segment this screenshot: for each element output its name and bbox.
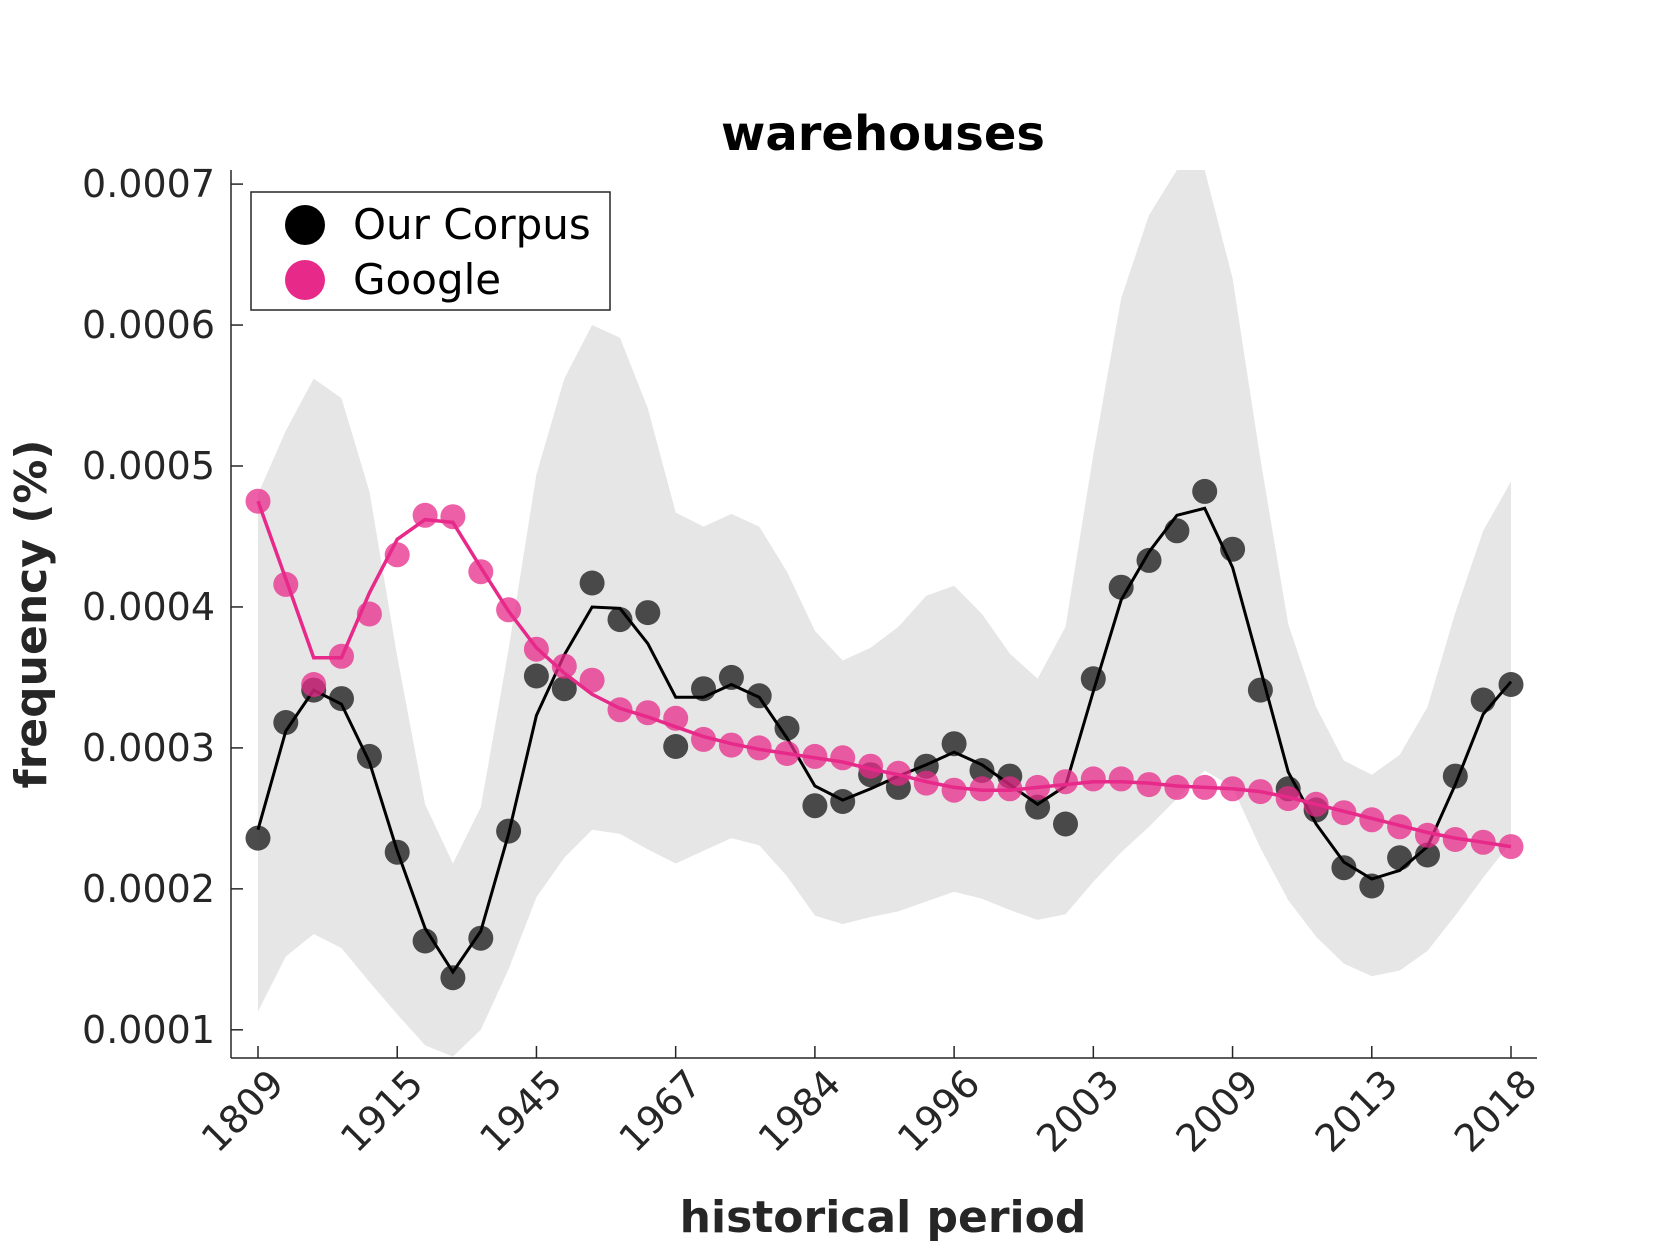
our-corpus-point-40 xyxy=(1359,873,1385,899)
confidence-band xyxy=(258,170,1511,1057)
our-corpus-point-3 xyxy=(329,686,354,712)
our-corpus-point-6 xyxy=(412,928,438,954)
plot-area xyxy=(245,170,1524,1057)
our-corpus-point-17 xyxy=(718,664,744,690)
x-tick-label: 2018 xyxy=(1446,1061,1546,1161)
x-tick-label: 1945 xyxy=(471,1061,571,1161)
x-tick-label: 2003 xyxy=(1028,1061,1128,1161)
our-corpus-point-12 xyxy=(579,570,605,596)
our-corpus-point-26 xyxy=(969,758,995,783)
x-tick-label: 2013 xyxy=(1307,1061,1407,1161)
our-corpus-point-29 xyxy=(1053,811,1078,837)
legend-marker-google xyxy=(285,260,325,300)
google-point-29 xyxy=(1053,769,1078,795)
our-corpus-point-7 xyxy=(440,965,466,991)
x-tick-label: 2009 xyxy=(1167,1061,1267,1161)
x-axis: 1809 1915 1945 1967 1984 1996 2003 2009 2013 2018 xyxy=(193,1046,1546,1161)
google-points xyxy=(245,488,1524,860)
google-point-22 xyxy=(858,753,884,779)
our-corpus-point-8 xyxy=(468,925,494,951)
our-corpus-point-41 xyxy=(1387,845,1413,871)
our-corpus-line xyxy=(256,506,1513,975)
our-corpus-point-42 xyxy=(1415,842,1440,868)
legend-marker-our-corpus xyxy=(285,205,325,245)
legend-label-our-corpus: Our Corpus xyxy=(353,200,591,249)
our-corpus-point-32 xyxy=(1136,547,1162,573)
x-tick-label: 1984 xyxy=(750,1061,850,1161)
our-corpus-point-39 xyxy=(1331,855,1357,881)
google-point-1 xyxy=(273,571,299,597)
chart-title: warehouses xyxy=(721,106,1045,162)
google-point-42 xyxy=(1415,822,1440,848)
x-tick-label: 1809 xyxy=(193,1061,293,1161)
x-tick-label: 1967 xyxy=(611,1061,711,1161)
our-corpus-point-34 xyxy=(1192,478,1218,504)
y-axis: 0.0001 0.0002 0.0003 0.0004 0.0005 0.0006 0.00… xyxy=(82,162,243,1058)
y-tick-label: 0.0007 xyxy=(82,162,215,206)
our-corpus-point-33 xyxy=(1164,518,1190,544)
our-corpus-point-44 xyxy=(1470,687,1496,713)
google-line xyxy=(256,500,1512,849)
y-axis-label: frequency (%) xyxy=(6,439,57,788)
google-point-31 xyxy=(1108,766,1134,792)
our-corpus-point-1 xyxy=(273,710,299,735)
y-tick-label: 0.0005 xyxy=(82,444,215,488)
y-tick-label: 0.0002 xyxy=(82,867,215,911)
y-tick-label: 0.0003 xyxy=(82,726,215,770)
our-corpus-point-13 xyxy=(607,607,633,633)
google-point-11 xyxy=(551,653,577,679)
google-point-2 xyxy=(301,672,327,697)
google-point-12 xyxy=(579,667,605,693)
google-point-25 xyxy=(941,777,967,803)
our-corpus-point-10 xyxy=(523,663,549,689)
google-point-21 xyxy=(830,745,856,771)
our-corpus-point-20 xyxy=(802,793,828,819)
our-corpus-point-0 xyxy=(245,825,271,851)
google-point-30 xyxy=(1080,766,1106,792)
our-corpus-point-15 xyxy=(663,734,689,759)
x-tick-label: 1996 xyxy=(889,1061,989,1161)
our-corpus-point-31 xyxy=(1108,574,1134,600)
y-tick-label: 0.0004 xyxy=(82,585,215,629)
our-corpus-point-25 xyxy=(941,731,967,757)
our-corpus-point-11 xyxy=(551,676,577,702)
x-axis-label: historical period xyxy=(680,1192,1087,1243)
legend-label-google: Google xyxy=(353,255,501,304)
y-tick-label: 0.0001 xyxy=(82,1008,215,1052)
legend: Our Corpus Google xyxy=(250,191,611,311)
y-tick-label: 0.0006 xyxy=(82,303,215,347)
our-corpus-point-19 xyxy=(774,715,800,741)
x-tick-label: 1915 xyxy=(332,1061,432,1161)
our-corpus-point-14 xyxy=(635,600,661,626)
